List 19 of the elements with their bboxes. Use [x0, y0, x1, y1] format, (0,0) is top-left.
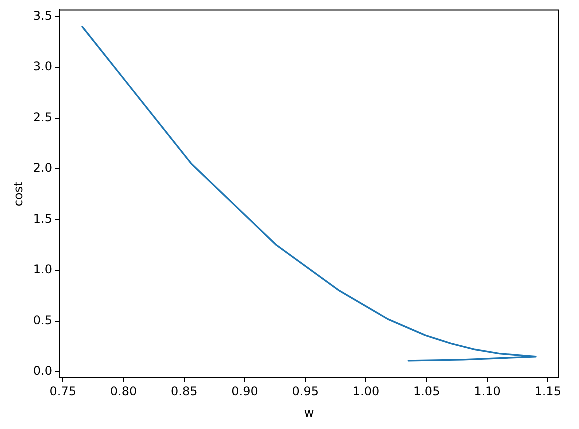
y-tick-label: 1.0	[33, 262, 52, 277]
y-tick-label: 2.5	[33, 110, 52, 124]
y-tick-label: 0.0	[33, 364, 52, 378]
y-tick-label: 0.5	[33, 313, 52, 328]
x-tick-label: 0.80	[110, 384, 138, 399]
x-tick-label: 1.00	[352, 384, 380, 399]
x-tick-label: 0.95	[292, 384, 319, 399]
x-tick-label: 0.85	[171, 384, 198, 399]
x-tick-label: 1.05	[413, 384, 440, 399]
y-tick-label: 1.5	[33, 212, 52, 226]
y-axis-title: cost	[11, 181, 26, 207]
x-axis-title: w	[304, 406, 314, 420]
x-tick-label: 0.75	[50, 384, 76, 399]
x-tick-label: 1.10	[474, 384, 501, 399]
x-tick-label: 1.15	[534, 384, 562, 399]
y-tick-label: 3.5	[33, 8, 52, 23]
y-tick-label: 2.0	[33, 161, 52, 176]
y-tick-label: 3.0	[33, 60, 52, 74]
x-tick-label: 0.90	[232, 384, 258, 399]
